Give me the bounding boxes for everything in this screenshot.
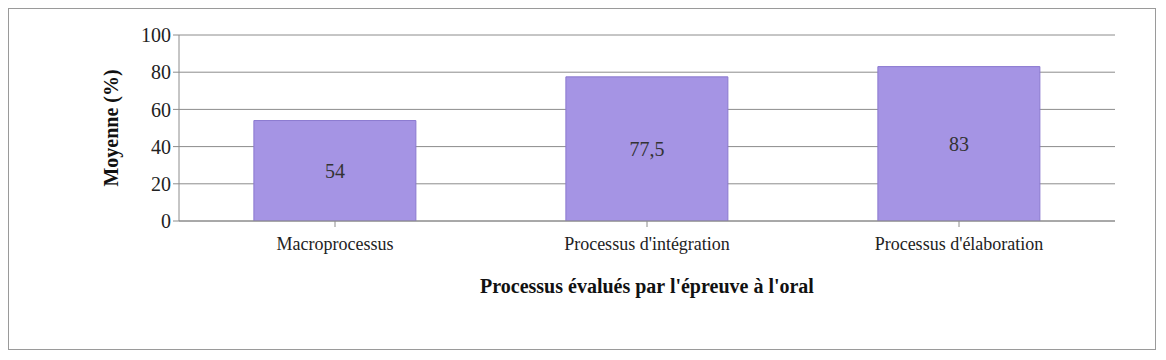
svg-text:54: 54	[325, 160, 345, 182]
svg-text:80: 80	[151, 61, 171, 83]
svg-text:Processus d'intégration: Processus d'intégration	[564, 234, 730, 254]
svg-text:Processus d'élaboration: Processus d'élaboration	[875, 234, 1044, 254]
svg-text:60: 60	[151, 99, 171, 121]
svg-text:20: 20	[151, 173, 171, 195]
svg-text:77,5: 77,5	[629, 138, 664, 160]
svg-text:Moyenne (%): Moyenne (%)	[100, 69, 123, 186]
svg-text:40: 40	[151, 136, 171, 158]
svg-text:Macroprocessus: Macroprocessus	[277, 234, 394, 254]
svg-text:100: 100	[141, 24, 171, 46]
svg-text:83: 83	[949, 133, 969, 155]
svg-text:Processus évalués par l'épreuv: Processus évalués par l'épreuve à l'oral	[480, 275, 814, 298]
svg-text:0: 0	[161, 210, 171, 232]
